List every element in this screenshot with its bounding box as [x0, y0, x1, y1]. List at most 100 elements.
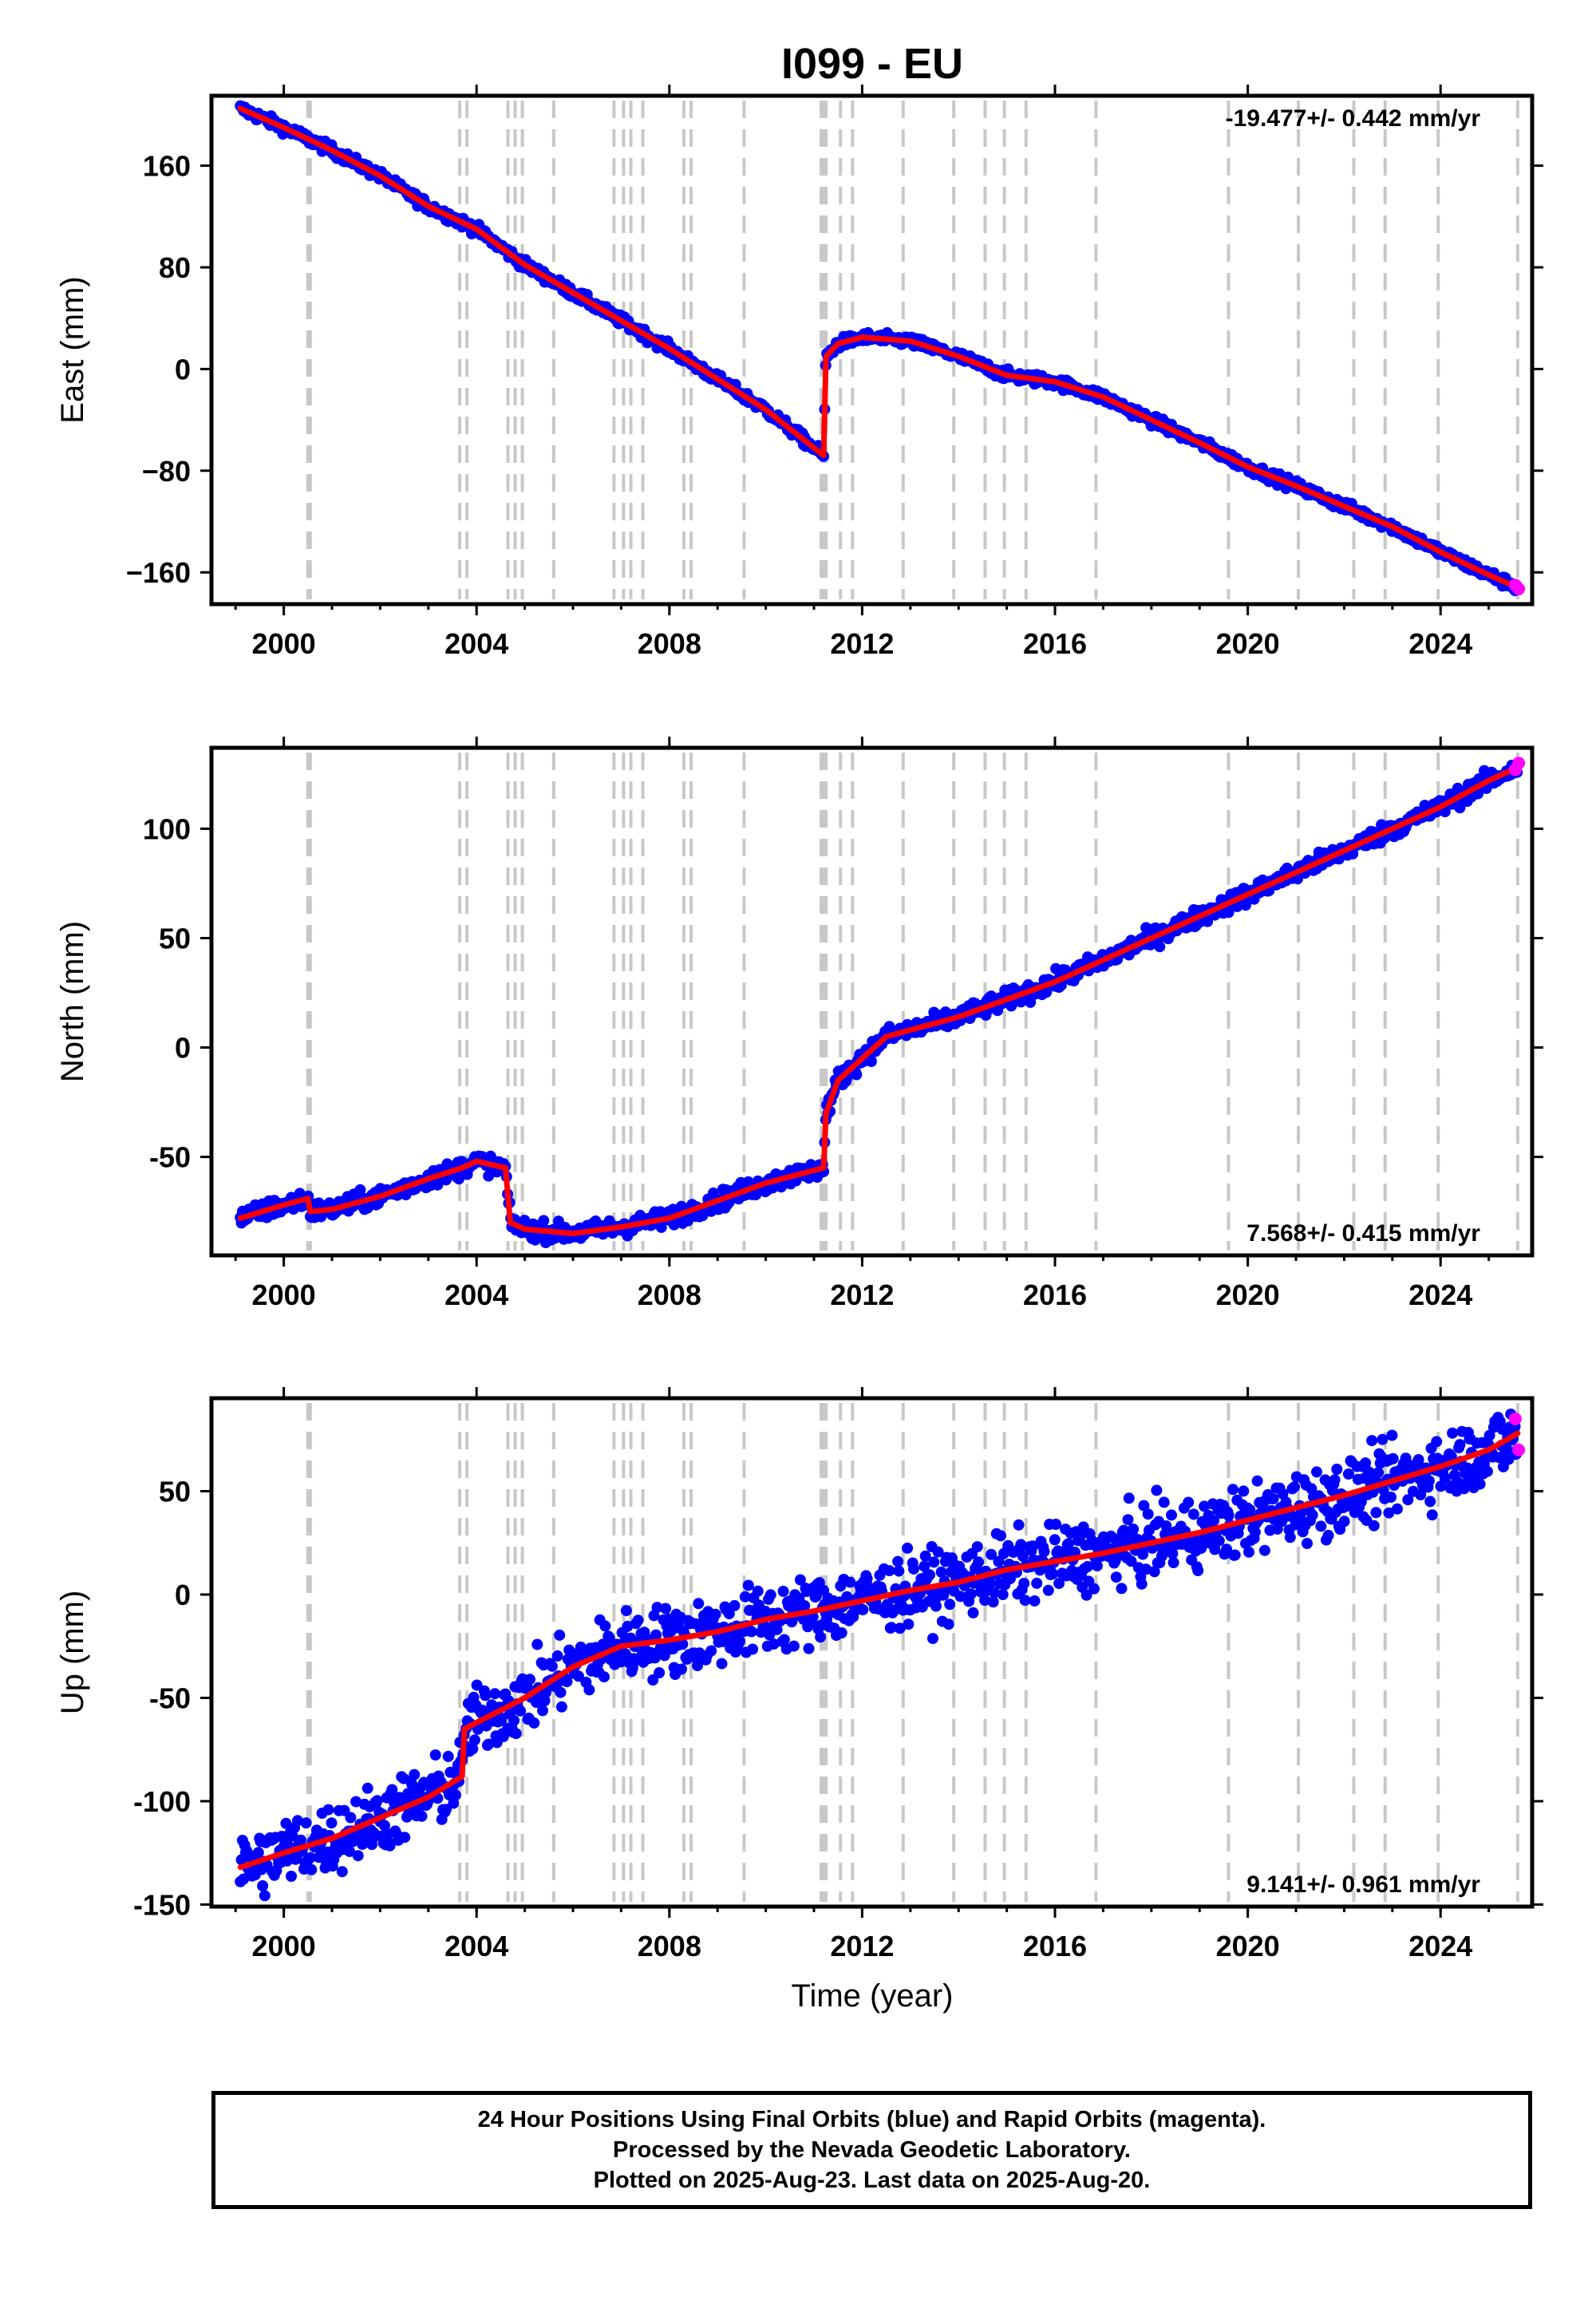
final-point [1461, 1462, 1473, 1474]
x-tick-label: 2012 [830, 627, 894, 660]
final-point [1481, 1465, 1493, 1477]
final-point [836, 1627, 847, 1638]
final-point [932, 1546, 944, 1558]
final-point [280, 1817, 292, 1829]
final-point [752, 1585, 764, 1597]
final-point [1474, 1478, 1486, 1490]
final-point [555, 1701, 567, 1713]
final-point [1199, 1500, 1211, 1512]
final-point [993, 1555, 1005, 1567]
final-point [1306, 1509, 1318, 1521]
final-point [1158, 1496, 1170, 1508]
x-tick-label: 2008 [638, 1279, 701, 1311]
final-point [292, 1815, 303, 1827]
final-point [1209, 1543, 1221, 1555]
east-rate-label: -19.477+/- 0.442 mm/yr [1226, 105, 1481, 132]
final-point [440, 1804, 452, 1816]
final-point [892, 1555, 904, 1567]
final-point [1140, 1563, 1152, 1575]
up-y-axis-label: Up (mm) [55, 1591, 90, 1715]
final-point [986, 1548, 998, 1560]
final-point [1015, 1539, 1027, 1551]
final-point [508, 1714, 520, 1726]
final-point [1338, 1516, 1350, 1528]
final-point [919, 1550, 931, 1562]
final-point [902, 1542, 914, 1554]
final-point [676, 1663, 687, 1675]
up-plot-frame [209, 1396, 1535, 1909]
y-tick-label: 100 [143, 812, 191, 845]
final-point [467, 1743, 479, 1755]
final-point [480, 1690, 492, 1701]
final-point [1223, 1510, 1235, 1521]
final-point [893, 1565, 905, 1577]
final-point [1128, 1524, 1140, 1535]
final-point [1267, 1493, 1279, 1505]
final-point [1136, 1578, 1148, 1590]
east-panel: 160 80 0 −80 −160 2000 2004 2008 2012 2016 2020 202… [55, 85, 1543, 660]
final-point [1373, 1467, 1385, 1479]
final-point [1213, 1535, 1225, 1547]
x-tick-label: 2000 [252, 1279, 316, 1311]
final-point [927, 1633, 938, 1645]
final-point [322, 1804, 334, 1816]
final-point [709, 1608, 721, 1620]
final-point [1088, 1583, 1100, 1595]
up-final-points [235, 1409, 1523, 1902]
final-point [987, 1596, 999, 1608]
final-point [1123, 1492, 1135, 1504]
final-point [742, 1579, 754, 1591]
final-point [546, 1660, 558, 1672]
final-point [429, 1749, 441, 1761]
final-point [928, 1556, 940, 1568]
y-tick-label: 0 [175, 353, 191, 385]
final-point [304, 1852, 316, 1863]
chart-title: I099 - EU [781, 40, 963, 88]
final-point [344, 1845, 356, 1857]
up-rate-label: 9.141+/- 0.961 mm/yr [1246, 1871, 1480, 1898]
final-point [1423, 1475, 1435, 1487]
x-tick-label: 2012 [830, 1930, 894, 1962]
final-point [489, 1688, 501, 1700]
final-point [771, 1623, 783, 1635]
final-point [1426, 1509, 1438, 1521]
final-point [705, 1645, 717, 1657]
final-point [734, 1635, 746, 1647]
final-point [1192, 1565, 1204, 1576]
final-point [1284, 1531, 1296, 1543]
y-tick-label: 80 [159, 251, 191, 284]
final-point [1383, 1507, 1395, 1519]
final-point [1251, 1475, 1263, 1487]
y-tick-label: −160 [126, 556, 191, 589]
final-point [350, 1796, 362, 1808]
final-point [1029, 1595, 1041, 1607]
final-point [468, 1734, 480, 1746]
final-point [989, 1587, 1000, 1599]
rapid-point [1512, 757, 1526, 770]
final-point [1415, 1489, 1427, 1500]
final-point [815, 1631, 827, 1643]
final-point [598, 1671, 610, 1683]
final-point [984, 1578, 996, 1589]
final-point [1221, 1543, 1233, 1555]
x-tick-label: 2000 [252, 1930, 316, 1962]
final-point [1167, 1557, 1179, 1568]
final-point [918, 1560, 930, 1572]
footer-note: 24 Hour Positions Using Final Orbits (bl… [211, 2091, 1532, 2209]
x-tick-label: 2024 [1408, 1279, 1472, 1311]
final-point [764, 1589, 776, 1601]
final-point [1038, 1546, 1050, 1558]
final-point [1042, 1584, 1054, 1596]
final-point [693, 1598, 705, 1610]
final-point [944, 1599, 956, 1611]
final-point [1116, 1583, 1128, 1595]
final-point [259, 1890, 271, 1902]
final-point [450, 1789, 461, 1801]
footer-line-2: Processed by the Nevada Geodetic Laborat… [613, 2137, 1131, 2163]
final-point [538, 1215, 550, 1227]
final-point [886, 1622, 898, 1634]
north-rate-label: 7.568+/- 0.415 mm/yr [1246, 1220, 1480, 1247]
final-point [1342, 1468, 1354, 1480]
final-point [528, 1717, 540, 1729]
final-point [1439, 1472, 1451, 1484]
